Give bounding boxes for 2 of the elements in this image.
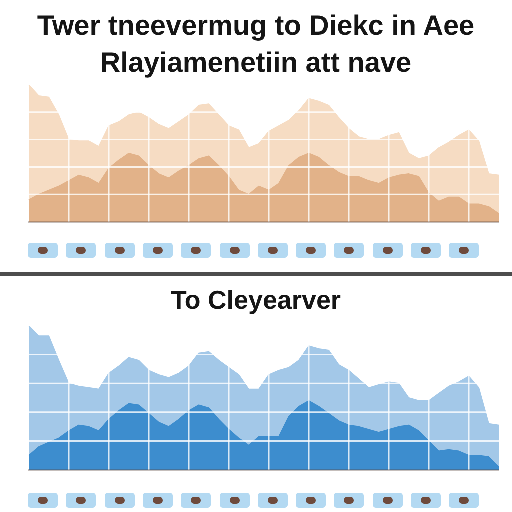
chart-title: Twer tneevermug to Diekc in Aee Rlayiamenetiin att nave bbox=[36, 9, 476, 80]
chart-title: To Cleyearver bbox=[170, 285, 342, 315]
